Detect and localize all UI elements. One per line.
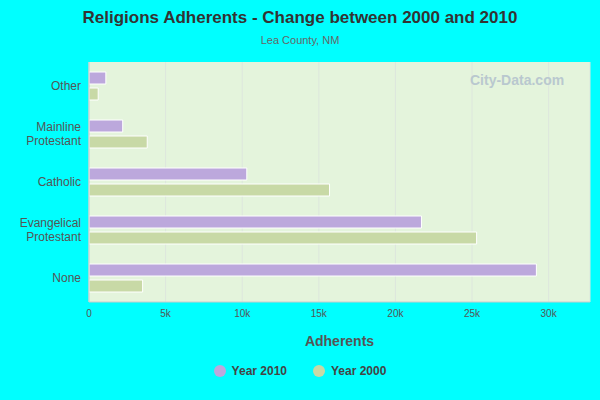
html-text:City-Data.com: City-Data.com (470, 72, 565, 88)
svg-text:Catholic: Catholic (38, 175, 81, 189)
html-text:Lea County, NM: Lea County, NM (260, 34, 340, 46)
svg-text:EvangelicalProtestant: EvangelicalProtestant (20, 216, 82, 244)
svg-text:15k: 15k (311, 308, 328, 319)
svg-text:MainlineProtestant: MainlineProtestant (26, 120, 81, 148)
svg-text:30k: 30k (541, 308, 558, 319)
svg-text:None: None (52, 271, 81, 285)
svg-text:20k: 20k (387, 308, 404, 319)
svg-text:Other: Other (51, 79, 81, 93)
svg-text:Adherents: Adherents (305, 333, 374, 349)
svg-text:5k: 5k (160, 308, 172, 319)
html-text:Religions Adherents - Change b: Religions Adherents - Change between 200… (82, 8, 518, 27)
svg-text:0: 0 (86, 308, 92, 319)
html-text:Year 2010: Year 2010 (231, 364, 287, 378)
svg-text:10k: 10k (234, 308, 251, 319)
html-text:Year 2000: Year 2000 (331, 364, 387, 378)
svg-text:25k: 25k (464, 308, 481, 319)
